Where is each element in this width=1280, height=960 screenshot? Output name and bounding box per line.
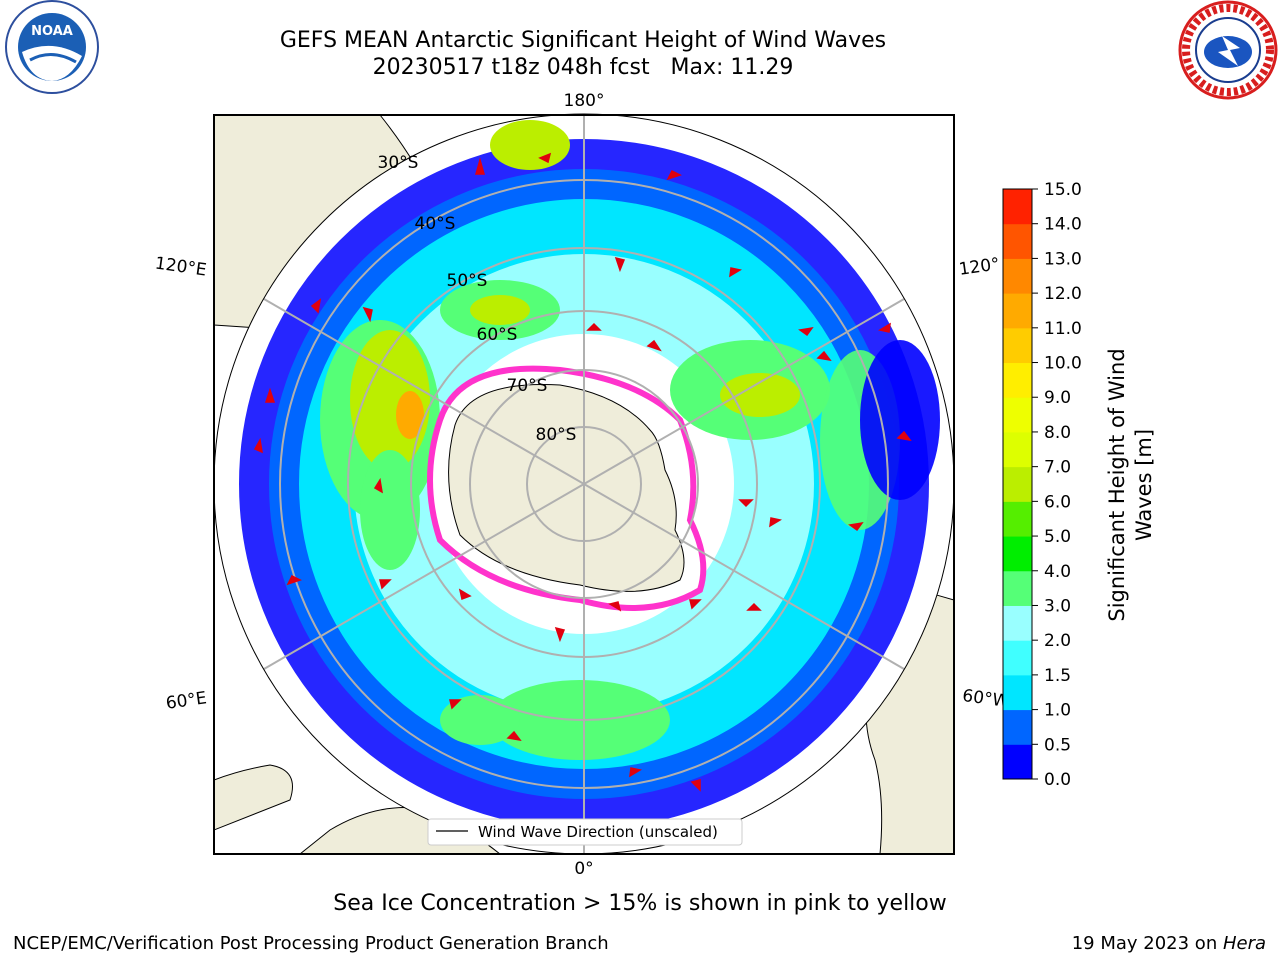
noaa-logo-icon: NOAA bbox=[5, 0, 99, 94]
noaa-logo-text: NOAA bbox=[31, 24, 73, 39]
map-legend: Wind Wave Direction (unscaled) bbox=[427, 818, 743, 846]
colorbar-segment bbox=[1003, 293, 1032, 329]
colorbar-tick-label: 10.0 bbox=[1044, 354, 1082, 374]
colorbar: 0.0 0.5 1.0 1.5 2.0 3.0 4.0 5.0 6.0 7.0 8.0 9.0 10.0… bbox=[1002, 180, 1082, 790]
wave-direction-arrows bbox=[253, 152, 912, 792]
footer-host: Hera bbox=[1222, 933, 1266, 954]
sea-ice-note: Sea Ice Concentration > 15% is shown in … bbox=[333, 891, 947, 916]
colorbar-segment bbox=[1003, 431, 1032, 468]
lon-label-180: 180° bbox=[564, 91, 605, 111]
colorbar-segment bbox=[1003, 397, 1032, 433]
graticule bbox=[214, 114, 954, 854]
lat-label-50s: 50°S bbox=[447, 271, 488, 291]
colorbar-tick-label: 8.0 bbox=[1044, 423, 1071, 443]
colorbar-segment bbox=[1003, 362, 1032, 398]
lon-label-120w: 120° bbox=[958, 254, 1001, 280]
colorbar-tick-label: 6.0 bbox=[1044, 492, 1071, 512]
colorbar-segment bbox=[1003, 674, 1032, 711]
footer-date-text: 19 May 2023 on bbox=[1071, 933, 1223, 954]
map-subtitle: 20230517 t18z 048h fcst Max: 11.29 bbox=[372, 55, 794, 80]
colorbar-tick-label: 11.0 bbox=[1044, 319, 1082, 339]
map-border bbox=[213, 114, 955, 855]
legend-label: Wind Wave Direction (unscaled) bbox=[478, 823, 718, 841]
lat-label-40s: 40°S bbox=[415, 214, 456, 234]
colorbar-segment bbox=[1003, 466, 1032, 502]
colorbar-label-line2: Waves [m] bbox=[1132, 429, 1156, 541]
lon-label-120e: 120°E bbox=[154, 254, 208, 281]
colorbar-segment bbox=[1003, 570, 1032, 606]
colorbar-tick-label: 3.0 bbox=[1044, 596, 1071, 616]
map-title: GEFS MEAN Antarctic Significant Height o… bbox=[279, 28, 887, 53]
colorbar-tick-label: 9.0 bbox=[1044, 388, 1071, 408]
colorbar-segment bbox=[1003, 536, 1032, 572]
colorbar-tick-label: 0.5 bbox=[1044, 735, 1071, 755]
nws-logo-icon bbox=[1178, 0, 1278, 100]
lon-label-0: 0° bbox=[574, 859, 593, 879]
colorbar-segment bbox=[1003, 709, 1032, 745]
lat-label-80s: 80°S bbox=[536, 425, 577, 445]
footer-credit: NCEP/EMC/Verification Post Processing Pr… bbox=[13, 933, 609, 954]
colorbar-tick-label: 13.0 bbox=[1044, 249, 1082, 269]
antarctica bbox=[427, 365, 707, 611]
colorbar-tick-label: 4.0 bbox=[1044, 562, 1071, 582]
colorbar-tick-label: 15.0 bbox=[1044, 180, 1082, 200]
colorbar-tick-label: 12.0 bbox=[1044, 284, 1082, 304]
colorbar-border bbox=[1002, 188, 1033, 780]
lat-label-60s: 60°S bbox=[477, 325, 518, 345]
colorbar-label-line1: Significant Height of Wind bbox=[1105, 348, 1129, 621]
colorbar-tick-label: 0.0 bbox=[1044, 770, 1071, 790]
colorbar-segment bbox=[1003, 744, 1032, 780]
colorbar-tick-label: 1.0 bbox=[1044, 701, 1071, 721]
colorbar-segment bbox=[1003, 327, 1032, 364]
lon-label-60e: 60°E bbox=[165, 688, 208, 713]
colorbar-tick-label: 14.0 bbox=[1044, 215, 1082, 235]
colorbar-segment bbox=[1003, 258, 1032, 294]
colorbar-segment bbox=[1003, 640, 1032, 676]
colorbar-segment bbox=[1003, 605, 1032, 641]
colorbar-segment bbox=[1003, 223, 1032, 259]
colorbar-tick-label: 1.5 bbox=[1044, 666, 1071, 686]
lat-label-30s: 30°S bbox=[378, 153, 419, 173]
colorbar-segment bbox=[1003, 189, 1032, 225]
footer-date: 19 May 2023 on Hera bbox=[1072, 933, 1266, 954]
colorbar-tick-label: 5.0 bbox=[1044, 527, 1071, 547]
lat-label-70s: 70°S bbox=[507, 376, 548, 396]
colorbar-tick-label: 7.0 bbox=[1044, 458, 1071, 478]
colorbar-tick-label: 2.0 bbox=[1044, 631, 1071, 651]
colorbar-segment bbox=[1003, 501, 1032, 537]
